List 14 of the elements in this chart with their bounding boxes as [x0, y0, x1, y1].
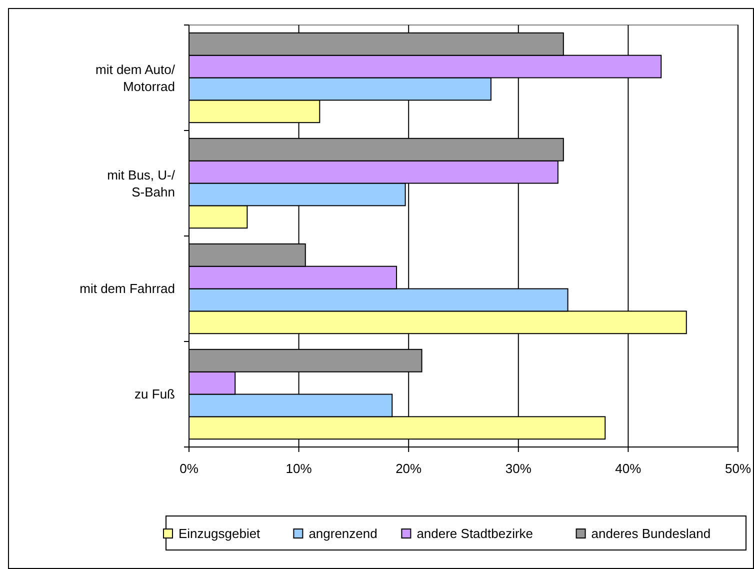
x-tick-label: 40% — [615, 461, 642, 476]
x-tick-label: 50% — [724, 461, 752, 476]
y-tick-label: mit Bus, U-/ S-Bahn — [107, 167, 176, 200]
x-tick-label: 10% — [286, 461, 312, 476]
legend-label: anderes Bundesland — [591, 526, 711, 541]
y-tick-label: zu Fuß — [134, 386, 176, 402]
legend-label: angrenzend — [308, 526, 378, 541]
x-tick-label: 0% — [180, 461, 199, 476]
legend-label: andere Stadtbezirke — [416, 526, 534, 541]
x-tick-label: 20% — [396, 461, 422, 476]
x-tick-label: 30% — [505, 461, 532, 476]
y-tick-label: mit dem Fahrrad — [80, 280, 175, 296]
legend-label: Einzugsgebiet — [178, 526, 261, 541]
y-tick-label: mit dem Auto/ Motorrad — [96, 62, 176, 94]
